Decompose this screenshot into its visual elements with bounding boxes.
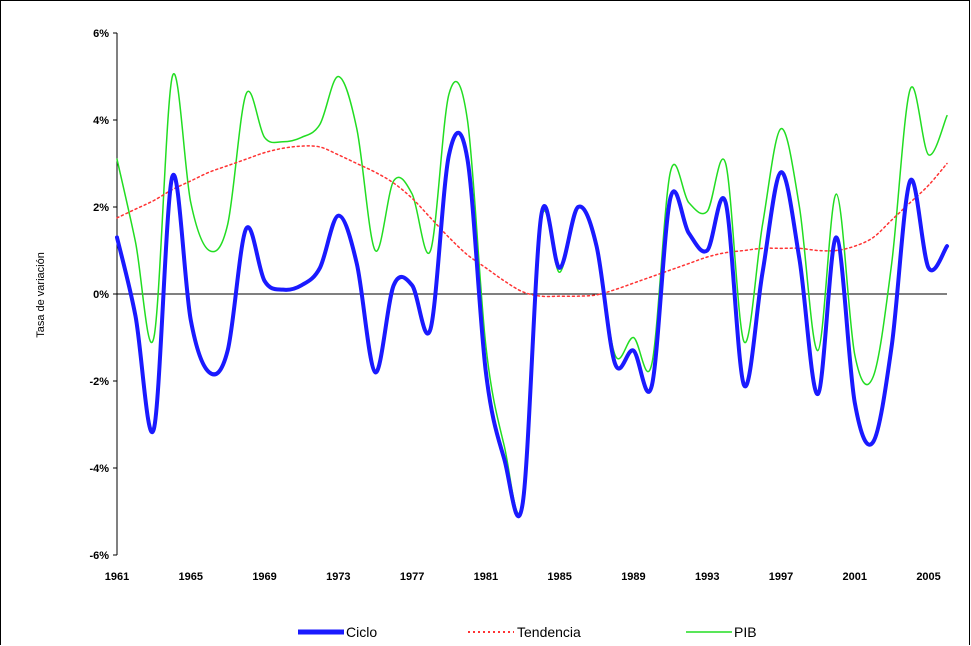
series-line-ciclo (115, 131, 949, 519)
x-tick-label: 2001 (843, 571, 867, 583)
y-tick-label: 0% (93, 289, 109, 301)
x-tick-label: 2005 (916, 571, 940, 583)
y-tick-label: 2% (93, 202, 109, 214)
x-tick-label: 1981 (474, 571, 498, 583)
x-tick-label: 1973 (326, 571, 350, 583)
x-tick-label: 1985 (547, 571, 571, 583)
y-axis: 6% 4% 2% 0% -2% -4% -6% (89, 28, 118, 562)
legend-item-ciclo: Ciclo (298, 624, 377, 640)
x-tick-label: 1969 (252, 571, 276, 583)
legend: Ciclo Tendencia PIB (298, 624, 757, 640)
legend-label-tendencia: Tendencia (517, 624, 581, 640)
y-tick-label: 6% (93, 28, 109, 40)
y-tick-label: -4% (89, 463, 109, 475)
x-tick-label: 1993 (695, 571, 719, 583)
x-tick-label: 1997 (769, 571, 793, 583)
x-tick-label: 1989 (621, 571, 645, 583)
y-axis-title: Tasa de variación (35, 252, 47, 338)
legend-item-pib: PIB (686, 624, 757, 640)
legend-label-pib: PIB (734, 624, 757, 640)
legend-label-ciclo: Ciclo (346, 624, 377, 640)
x-tick-label: 1977 (400, 571, 424, 583)
y-tick-label: -2% (89, 376, 109, 388)
series-line-tendencia (116, 145, 948, 298)
y-tick-label: 4% (93, 115, 109, 127)
x-tick-label: 1965 (179, 571, 203, 583)
series-layer (115, 73, 949, 519)
y-tick-label: -6% (89, 550, 109, 562)
x-tick-label: 1961 (105, 571, 129, 583)
legend-item-tendencia: Tendencia (468, 624, 581, 640)
